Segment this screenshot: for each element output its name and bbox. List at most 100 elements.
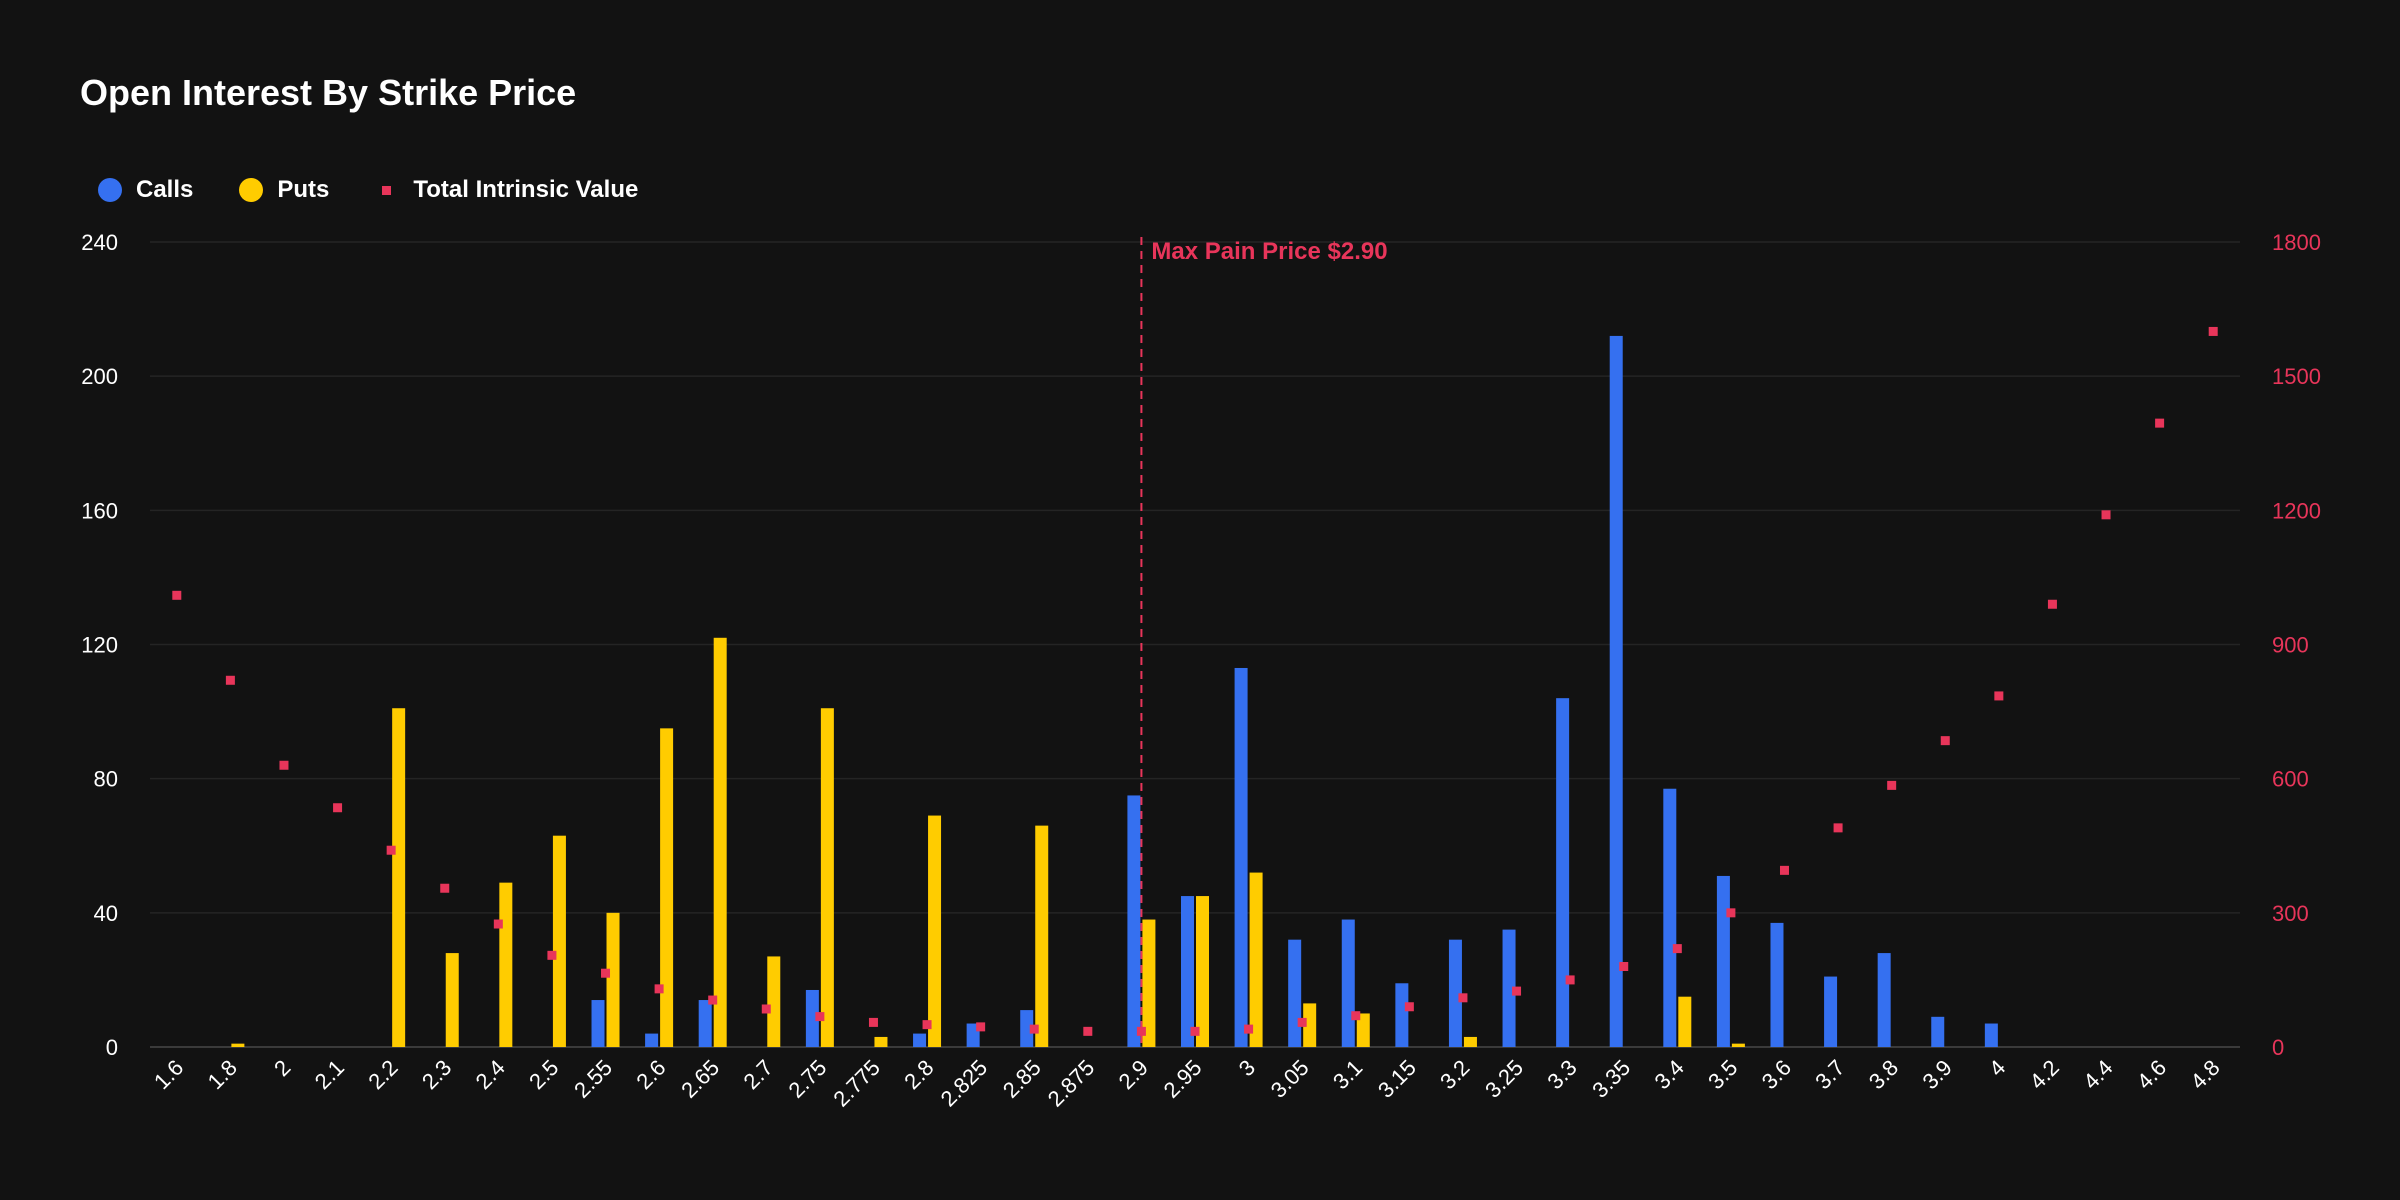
bar-calls-3 (1234, 667, 1248, 1047)
bar-puts-3 (1249, 872, 1263, 1047)
bar-puts-2.7 (767, 956, 781, 1047)
y-right-tick-label: 0 (2272, 1035, 2284, 1060)
y-left-tick-label: 80 (94, 767, 118, 792)
bar-puts-3.5 (1731, 1043, 1745, 1047)
x-tick-label: 3.6 (1757, 1055, 1796, 1094)
x-tick-label: 3.5 (1703, 1055, 1742, 1094)
bar-puts-2.9 (1142, 919, 1156, 1047)
bar-calls-2.9 (1127, 795, 1141, 1047)
bar-calls-3.9 (1931, 1016, 1945, 1047)
legend-puts-label: Puts (277, 176, 330, 203)
point-intrinsic-2.6 (654, 984, 664, 994)
bar-puts-1.8 (231, 1043, 245, 1047)
point-intrinsic-2.9 (1136, 1026, 1146, 1036)
point-intrinsic-3.7 (1833, 823, 1843, 833)
point-intrinsic-2.3 (440, 883, 450, 893)
x-tick-label: 3.4 (1650, 1055, 1689, 1094)
x-tick-label: 2.775 (828, 1055, 885, 1112)
points-layer (172, 326, 2218, 1036)
annotation-layer: Max Pain Price $2.90 (1140, 237, 1388, 1047)
x-tick-label: 3.7 (1810, 1055, 1849, 1094)
point-intrinsic-3.15 (1404, 1002, 1414, 1012)
bar-puts-2.2 (392, 708, 406, 1047)
point-intrinsic-2.1 (333, 803, 343, 813)
x-tick-label: 2.8 (899, 1055, 938, 1094)
point-intrinsic-3.2 (1458, 993, 1468, 1003)
x-tick-label: 1.8 (203, 1055, 242, 1094)
x-tick-label: 3.15 (1373, 1055, 1421, 1103)
point-intrinsic-4.4 (2101, 510, 2111, 520)
bar-calls-3.05 (1288, 939, 1302, 1047)
bar-calls-2.55 (591, 1000, 605, 1047)
legend-item-calls[interactable]: Calls (98, 176, 193, 204)
point-intrinsic-2.5 (547, 950, 557, 960)
x-tick-label: 3 (1234, 1055, 1260, 1081)
bar-puts-2.775 (874, 1036, 888, 1047)
x-tick-label: 2.2 (363, 1055, 402, 1094)
legend-item-puts[interactable]: Puts (239, 176, 329, 204)
x-tick-label: 2.6 (631, 1055, 670, 1094)
bar-puts-2.6 (660, 728, 674, 1047)
x-tick-label: 2.65 (676, 1055, 724, 1103)
legend-item-intrinsic[interactable]: Total Intrinsic Value (375, 176, 638, 204)
bar-calls-3.25 (1502, 929, 1516, 1047)
x-tick-label: 3.2 (1435, 1055, 1474, 1094)
point-intrinsic-3.8 (1887, 780, 1897, 790)
point-intrinsic-2.85 (1029, 1024, 1039, 1034)
bar-calls-2.65 (698, 1000, 712, 1047)
bar-puts-2.95 (1196, 896, 1209, 1047)
point-intrinsic-4 (1994, 691, 2004, 701)
bars-layer (231, 335, 1998, 1048)
legend-calls-swatch (98, 178, 122, 202)
point-intrinsic-4.8 (2208, 326, 2218, 336)
bar-puts-2.8 (928, 815, 942, 1047)
x-tick-label: 2.3 (417, 1055, 456, 1094)
x-tick-label: 2 (269, 1055, 295, 1081)
point-intrinsic-3.25 (1512, 986, 1522, 996)
bar-calls-2.85 (1020, 1010, 1034, 1047)
y-left-tick-label: 240 (81, 230, 118, 255)
y-left-tick-label: 0 (106, 1035, 118, 1060)
x-tick-label: 2.1 (310, 1055, 349, 1094)
bar-calls-2.75 (805, 989, 819, 1047)
legend-intrinsic-label: Total Intrinsic Value (413, 176, 639, 203)
x-tick-label: 3.1 (1328, 1055, 1367, 1094)
point-intrinsic-2.4 (493, 919, 503, 929)
bar-calls-3.4 (1663, 788, 1677, 1047)
x-tick-label: 2.7 (739, 1055, 778, 1094)
point-intrinsic-2.875 (1083, 1026, 1093, 1036)
point-intrinsic-2.95 (1190, 1026, 1200, 1036)
x-tick-label: 2.9 (1114, 1055, 1153, 1094)
point-intrinsic-4.2 (2047, 599, 2057, 609)
grid-layer (150, 241, 2240, 1048)
bar-puts-2.3 (445, 953, 459, 1047)
bar-puts-2.4 (499, 882, 513, 1047)
bar-calls-3.6 (1770, 922, 1784, 1047)
point-intrinsic-3.1 (1351, 1011, 1361, 1021)
right-axis-ticks: 0 300 600 900 1200 1500 1800 (2272, 230, 2321, 1060)
y-right-tick-label: 900 (2272, 633, 2309, 658)
point-intrinsic-3.35 (1619, 962, 1629, 971)
point-intrinsic-1.8 (225, 675, 235, 685)
x-tick-label: 4.6 (2132, 1055, 2171, 1094)
bar-puts-3.1 (1356, 1013, 1370, 1047)
point-intrinsic-4.6 (2155, 418, 2165, 428)
point-intrinsic-3.3 (1565, 975, 1575, 985)
y-left-tick-label: 200 (81, 364, 118, 389)
bar-puts-2.85 (1035, 825, 1049, 1047)
point-intrinsic-2.7 (761, 1004, 771, 1014)
legend: Calls Puts Total Intrinsic Value (98, 176, 684, 204)
point-intrinsic-1.6 (172, 590, 182, 600)
point-intrinsic-3.5 (1726, 908, 1736, 918)
bar-calls-2.8 (913, 1033, 927, 1047)
bar-puts-3.2 (1463, 1036, 1477, 1047)
point-intrinsic-3.9 (1940, 736, 1950, 746)
y-right-tick-label: 1500 (2272, 364, 2321, 389)
point-intrinsic-2.55 (601, 968, 611, 978)
x-tick-label: 2.95 (1159, 1055, 1207, 1103)
y-right-tick-label: 1800 (2272, 230, 2321, 255)
point-intrinsic-2.825 (976, 1022, 986, 1032)
x-tick-label: 4.4 (2078, 1055, 2117, 1094)
x-tick-label: 2.875 (1043, 1055, 1100, 1112)
